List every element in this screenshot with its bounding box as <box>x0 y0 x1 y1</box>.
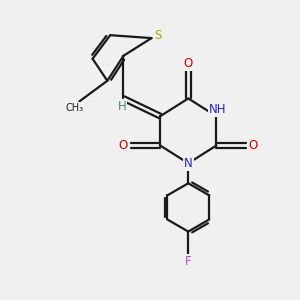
Text: H: H <box>118 100 126 113</box>
Text: F: F <box>185 255 192 268</box>
Text: CH₃: CH₃ <box>66 103 84 113</box>
Text: O: O <box>248 139 258 152</box>
Text: O: O <box>184 57 193 70</box>
Text: O: O <box>119 139 128 152</box>
Text: NH: NH <box>209 103 226 116</box>
Text: S: S <box>154 29 162 42</box>
Text: N: N <box>184 157 193 170</box>
